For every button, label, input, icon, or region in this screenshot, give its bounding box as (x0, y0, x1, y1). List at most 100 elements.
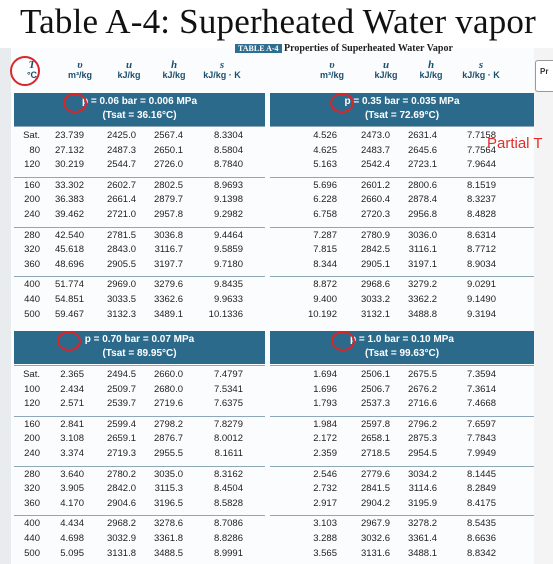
value-cell: 7.3614 (466, 383, 496, 395)
value-cell: 2645.6 (407, 144, 437, 156)
value-cell: 2650.1 (153, 144, 183, 156)
table-row: 500 59.467 3132.3 3489.1 10.1336 10.192 3132.1… (0, 309, 534, 322)
value-cell: 3197.7 (153, 258, 183, 270)
value-cell: 2956.8 (407, 209, 437, 220)
row-group-divider (270, 465, 534, 467)
value-cell: 33.302 (54, 179, 84, 191)
value-cell: 2802.5 (153, 179, 183, 191)
value-cell: 2.917 (313, 497, 337, 509)
value-cell: 3279.6 (153, 279, 183, 291)
value-cell: 10.192 (307, 308, 337, 320)
pressure-line: p = 0.06 bar = 0.006 MPa (81, 96, 198, 107)
value-cell: 4.625 (313, 144, 337, 156)
pressure-header-3: p = 0.70 bar = 0.07 MPa (Tsat = 89.95°C) (14, 331, 265, 364)
column-symbol-v-left: υ (77, 59, 83, 71)
table-row: 240 3.374 2719.3 2955.5 8.1611 2.359 2718.5 295… (0, 448, 534, 461)
temperature-cell: 440 (24, 533, 40, 544)
value-cell: 2676.2 (407, 383, 437, 395)
value-cell: 8.9034 (466, 258, 496, 270)
table-row: 100 2.434 2509.7 2680.0 7.5341 1.696 2506.7 267… (0, 384, 534, 397)
temperature-cell: Sat. (23, 130, 40, 141)
value-cell: 7.3594 (466, 369, 496, 380)
value-cell: 8.1445 (466, 468, 496, 480)
row-group-divider (14, 176, 265, 178)
value-cell: 2720.3 (360, 209, 390, 220)
value-cell: 3032.9 (106, 533, 136, 544)
side-thumbnail[interactable]: Pr (535, 60, 553, 92)
value-cell: 3114.6 (408, 483, 437, 495)
row-group-divider (14, 465, 265, 467)
temperature-cell: 280 (24, 229, 40, 241)
red-circle-temperature (10, 56, 40, 86)
temperature-cell: 160 (24, 179, 40, 191)
value-cell: 9.400 (313, 294, 337, 305)
value-cell: 3035.0 (153, 468, 183, 480)
table-row: 120 2.571 2539.7 2719.6 7.6375 1.793 2537.3 271… (0, 398, 534, 411)
value-cell: 2800.6 (407, 179, 437, 191)
value-cell: 3361.4 (407, 533, 437, 544)
temperature-cell: 360 (24, 497, 40, 509)
value-cell: 5.163 (313, 159, 337, 171)
value-cell: 3362.2 (407, 294, 437, 305)
row-group-divider (14, 226, 265, 228)
table-row: 280 3.640 2780.2 3035.0 8.3162 2.546 2779.6 303… (0, 469, 534, 482)
column-symbol-h-left: h (170, 59, 178, 71)
value-cell: 7.8279 (213, 418, 243, 430)
temperature-cell: 280 (24, 468, 40, 480)
value-cell: 2781.5 (106, 229, 136, 241)
value-cell: 2719.3 (106, 448, 136, 459)
table-row: 360 4.170 2904.6 3196.5 8.5828 2.917 2904.2 319… (0, 498, 534, 511)
value-cell: 8.4175 (466, 497, 496, 509)
value-cell: 8.2849 (466, 483, 496, 495)
row-group-divider (14, 515, 265, 517)
column-unit-h-right: kJ/kg (419, 70, 443, 80)
value-cell: 2506.1 (360, 369, 390, 380)
value-cell: 2779.6 (360, 468, 390, 480)
value-cell: 48.696 (54, 258, 84, 270)
table-row: 320 45.618 2843.0 3116.7 9.5859 7.815 2842.5 31… (0, 244, 534, 257)
value-cell: 7.7564 (466, 144, 496, 156)
value-cell: 7.4668 (466, 398, 496, 410)
value-cell: 2968.6 (360, 279, 390, 291)
table-row: 80 27.132 2487.3 2650.1 8.5804 4.625 2483.7 264… (0, 145, 534, 158)
value-cell: 2.359 (313, 448, 337, 459)
column-header-v-right: υ m³/kg (303, 60, 361, 81)
row-group-divider (270, 415, 534, 417)
saturation-temp-line: (Tsat = 99.63°C) (364, 348, 440, 359)
value-cell: 8.0012 (213, 433, 243, 445)
value-cell: 3132.1 (360, 308, 390, 320)
value-cell: 2718.5 (360, 448, 390, 459)
value-cell: 2494.5 (106, 369, 136, 380)
value-cell: 3.640 (60, 468, 84, 480)
table-tag: TABLE A-4 (235, 44, 282, 53)
value-cell: 51.774 (54, 279, 84, 291)
value-cell: 2.841 (60, 418, 84, 430)
value-cell: 3.288 (313, 533, 337, 544)
value-cell: 3489.1 (153, 308, 183, 320)
right-margin (534, 48, 553, 564)
value-cell: 9.2982 (213, 209, 243, 220)
value-cell: 2967.9 (360, 518, 390, 530)
red-circle-pressure-2 (330, 93, 354, 113)
value-cell: 8.3304 (213, 130, 243, 141)
table-sheet (11, 48, 534, 564)
column-header-u-left: u kJ/kg (103, 60, 155, 81)
value-cell: 8.5828 (213, 497, 243, 509)
value-cell: 2968.2 (106, 518, 136, 530)
column-header-h-left: h kJ/kg (148, 59, 200, 81)
value-cell: 2473.0 (360, 130, 390, 141)
value-cell: 54.851 (54, 294, 84, 305)
pressure-header-1: p = 0.06 bar = 0.006 MPa (Tsat = 36.16°C) (14, 93, 265, 126)
row-group-divider (270, 365, 534, 366)
value-cell: 5.696 (313, 179, 337, 191)
value-cell: 2.365 (60, 369, 84, 380)
value-cell: 7.7158 (466, 130, 496, 141)
value-cell: 3278.2 (407, 518, 437, 530)
value-cell: 2544.7 (106, 159, 136, 171)
table-row: 120 30.219 2544.7 2726.0 8.7840 5.163 2542.4 27… (0, 159, 534, 172)
value-cell: 45.618 (54, 244, 84, 256)
value-cell: 3033.5 (106, 294, 136, 305)
value-cell: 2601.2 (360, 179, 390, 191)
column-header-u-right: u kJ/kg (357, 60, 415, 81)
red-circle-pressure-1 (63, 93, 87, 113)
